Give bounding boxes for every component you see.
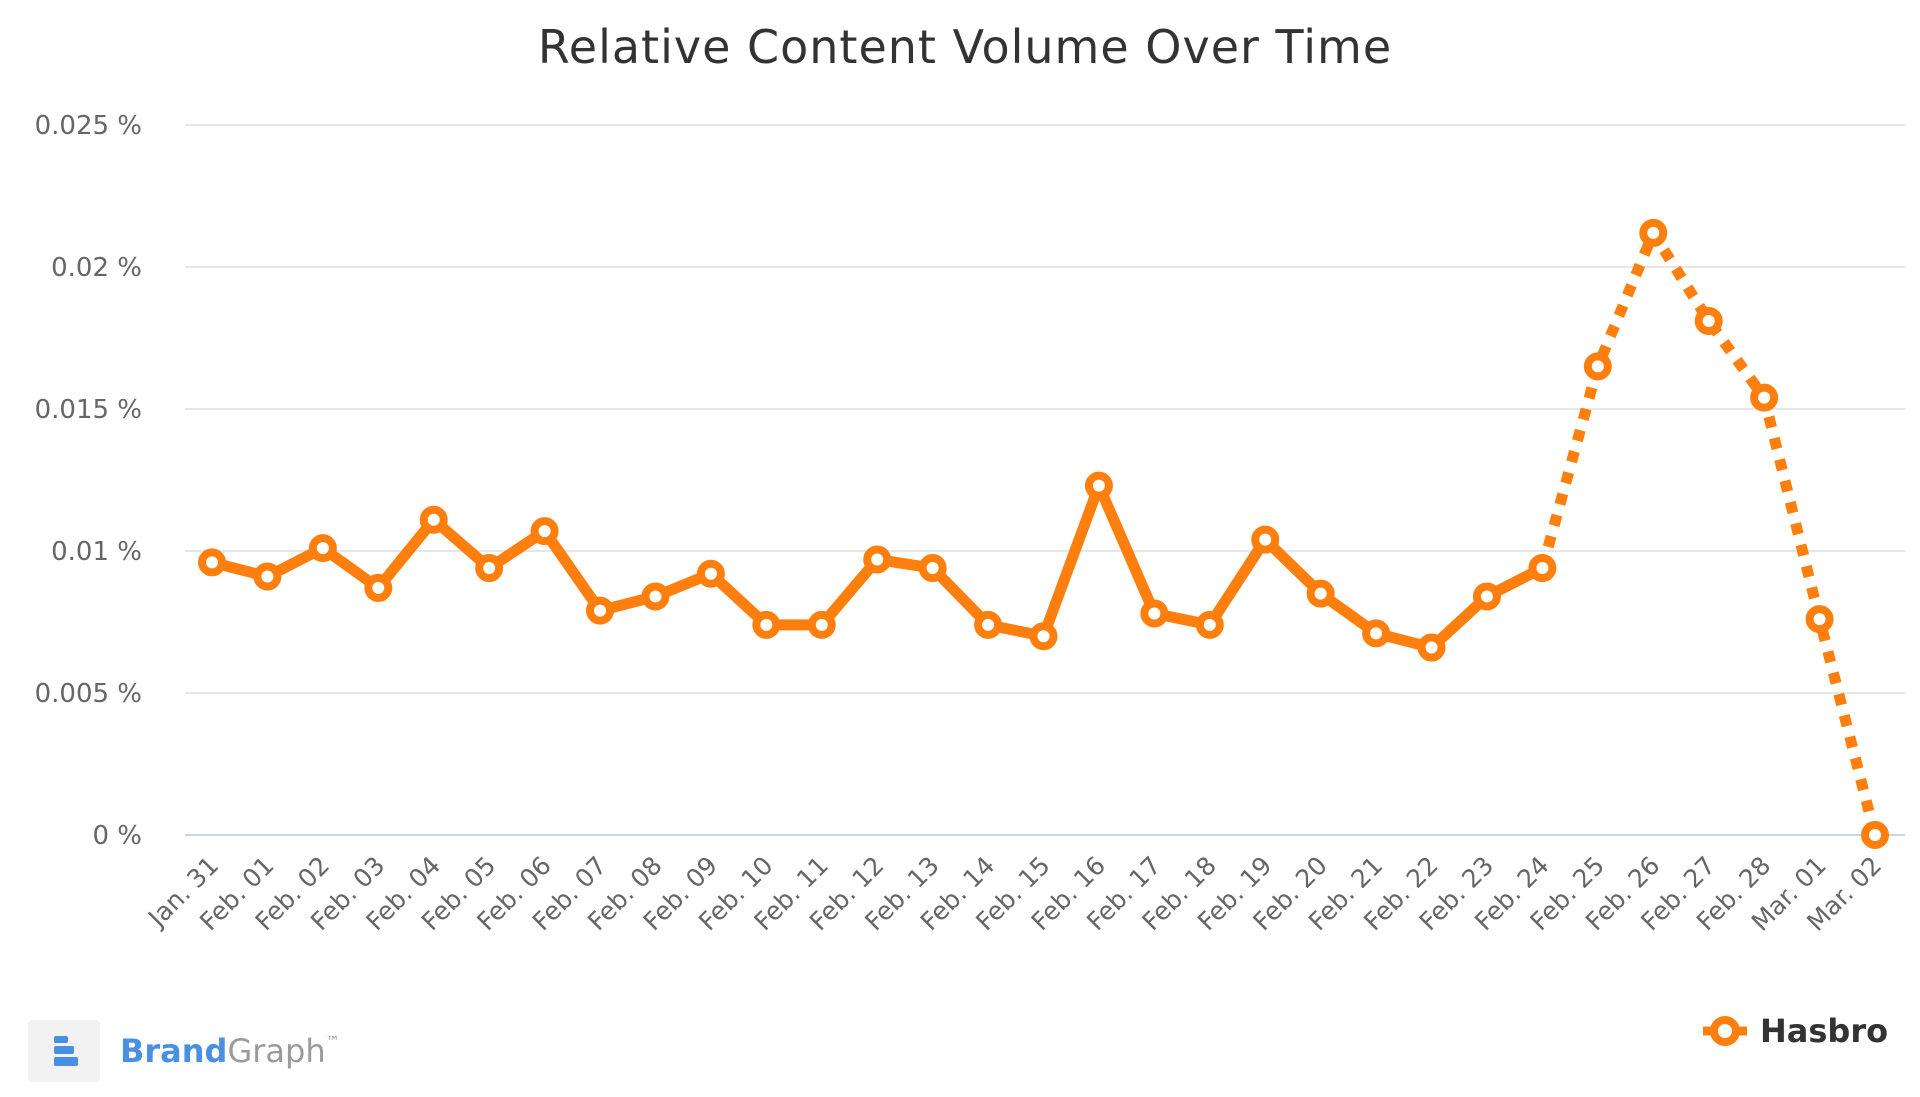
legend[interactable]: Hasbro bbox=[1703, 1012, 1888, 1050]
data-point[interactable] bbox=[1805, 605, 1834, 634]
data-point[interactable] bbox=[419, 505, 448, 534]
data-point[interactable] bbox=[1861, 821, 1889, 849]
y-tick-label: 0.01 % bbox=[51, 537, 142, 567]
data-point[interactable] bbox=[974, 610, 1003, 639]
data-point[interactable] bbox=[198, 548, 226, 577]
data-point[interactable] bbox=[1195, 610, 1224, 639]
data-point[interactable] bbox=[1750, 383, 1779, 412]
data-point[interactable] bbox=[641, 582, 670, 611]
y-axis-ticks: 0 % 0.005 % 0.01 % 0.015 % 0.02 % 0.025 % bbox=[35, 111, 142, 851]
data-point[interactable] bbox=[364, 573, 393, 602]
y-tick-label: 0.005 % bbox=[35, 679, 142, 709]
data-point[interactable] bbox=[752, 610, 781, 639]
brand-name-part1: Brand bbox=[120, 1032, 227, 1070]
data-point[interactable] bbox=[530, 517, 559, 546]
data-point[interactable] bbox=[1029, 622, 1058, 651]
brandgraph-logo: BrandGraph™ bbox=[28, 1020, 340, 1082]
chart-title: Relative Content Volume Over Time bbox=[538, 20, 1392, 74]
y-tick-label: 0.015 % bbox=[35, 395, 142, 425]
data-point[interactable] bbox=[1306, 579, 1335, 608]
series-hasbro bbox=[206, 227, 1881, 837]
legend-marker bbox=[1710, 1016, 1740, 1046]
data-point[interactable] bbox=[308, 534, 337, 563]
data-point[interactable] bbox=[918, 554, 947, 583]
data-point[interactable] bbox=[475, 554, 504, 583]
data-point[interactable] bbox=[1528, 554, 1557, 583]
data-point[interactable] bbox=[1694, 306, 1723, 335]
data-point[interactable] bbox=[1583, 352, 1612, 381]
data-point[interactable] bbox=[863, 545, 892, 574]
data-point[interactable] bbox=[586, 596, 615, 625]
data-point[interactable] bbox=[1639, 218, 1668, 247]
brandgraph-logo-icon bbox=[28, 1020, 100, 1082]
data-point[interactable] bbox=[807, 610, 836, 639]
y-tick-label: 0 % bbox=[92, 821, 142, 851]
y-tick-label: 0.025 % bbox=[35, 111, 142, 141]
series-hasbro-points bbox=[198, 218, 1889, 849]
brand-name-part2: Graph bbox=[227, 1032, 325, 1070]
brandgraph-wordmark: BrandGraph™ bbox=[120, 1032, 340, 1070]
data-point[interactable] bbox=[1084, 471, 1113, 500]
data-point[interactable] bbox=[1417, 633, 1446, 662]
data-point[interactable] bbox=[253, 562, 282, 591]
legend-label-hasbro: Hasbro bbox=[1760, 1012, 1888, 1050]
data-point[interactable] bbox=[1251, 525, 1280, 554]
y-tick-label: 0.02 % bbox=[51, 253, 142, 283]
brand-trademark: ™ bbox=[326, 1034, 340, 1050]
data-point[interactable] bbox=[696, 559, 725, 588]
data-point[interactable] bbox=[1362, 619, 1391, 648]
data-point[interactable] bbox=[1472, 582, 1501, 611]
data-point[interactable] bbox=[1140, 599, 1169, 628]
